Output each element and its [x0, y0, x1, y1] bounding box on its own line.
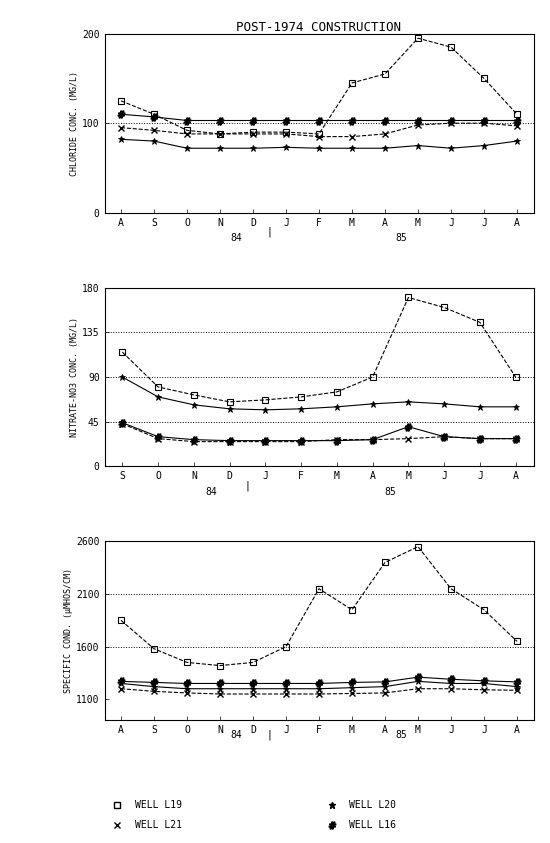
- Text: WELL L20: WELL L20: [349, 800, 396, 810]
- Y-axis label: SPECIFIC COND. (µMHOS/CM): SPECIFIC COND. (µMHOS/CM): [64, 568, 73, 693]
- Text: 85: 85: [395, 730, 408, 740]
- Text: |: |: [245, 481, 250, 491]
- Text: WELL L21: WELL L21: [135, 819, 182, 830]
- Y-axis label: NITRATE-NO3 CONC. (MG/L): NITRATE-NO3 CONC. (MG/L): [70, 317, 79, 437]
- Text: WELL L16: WELL L16: [349, 819, 396, 830]
- Text: 84: 84: [230, 730, 243, 740]
- Text: 85: 85: [395, 234, 408, 244]
- Text: |: |: [267, 227, 272, 238]
- Text: POST-1974 CONSTRUCTION: POST-1974 CONSTRUCTION: [236, 21, 402, 34]
- Text: WELL L19: WELL L19: [135, 800, 182, 810]
- Text: 84: 84: [206, 487, 218, 497]
- Text: 85: 85: [384, 487, 397, 497]
- Text: 84: 84: [230, 234, 243, 244]
- Y-axis label: CHLORIDE CONC. (MG/L): CHLORIDE CONC. (MG/L): [70, 71, 79, 175]
- Text: |: |: [267, 729, 272, 740]
